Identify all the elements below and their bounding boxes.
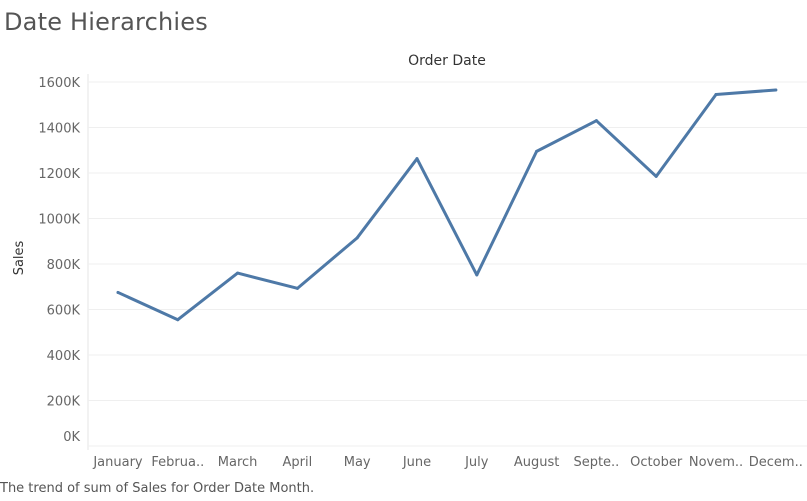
series — [116, 88, 778, 322]
x-tick-label: July — [464, 455, 489, 470]
y-tick-label: 1600K — [38, 76, 80, 91]
data-point[interactable] — [236, 271, 240, 275]
x-tick-label: Novem.. — [689, 455, 743, 470]
y-tick-label: 600K — [47, 304, 81, 319]
y-axis-ticks: 0K 200K 400K 600K 800K 1000K 1200K 1400K 1600K — [38, 76, 80, 445]
data-point[interactable] — [535, 149, 539, 153]
y-tick-label: 400K — [47, 349, 81, 364]
series-line — [116, 88, 778, 322]
x-tick-label: Februa.. — [151, 455, 204, 470]
x-tick-label: Septe.. — [573, 455, 619, 470]
data-point[interactable] — [295, 286, 299, 290]
data-point[interactable] — [415, 157, 419, 161]
y-tick-label: 0K — [63, 430, 80, 445]
x-tick-label: January — [92, 455, 143, 470]
y-tick-label: 1400K — [38, 122, 80, 137]
line-chart: Order Date Sales 0K 200K 400K 600K 800K 1000K… — [12, 53, 807, 470]
x-tick-label: March — [218, 455, 258, 470]
page-title: Date Hierarchies — [4, 8, 208, 36]
gridlines — [87, 74, 807, 450]
data-point[interactable] — [594, 119, 598, 123]
data-point[interactable] — [475, 273, 479, 277]
chart-title: Order Date — [408, 53, 486, 69]
x-tick-label: October — [630, 455, 683, 470]
chart-caption: The trend of sum of Sales for Order Date… — [0, 481, 315, 496]
x-tick-label: June — [402, 455, 431, 470]
x-tick-label: Decem.. — [749, 455, 803, 470]
x-tick-label: May — [344, 455, 371, 470]
data-point[interactable] — [714, 93, 718, 97]
y-axis-title: Sales — [12, 240, 27, 275]
y-tick-label: 200K — [47, 395, 81, 410]
data-point[interactable] — [176, 318, 180, 322]
x-axis-ticks: January Februa.. March April May June July Augu… — [92, 455, 802, 470]
x-tick-label: April — [283, 455, 313, 470]
data-point[interactable] — [774, 88, 778, 92]
y-tick-label: 1000K — [38, 213, 80, 228]
data-point[interactable] — [355, 236, 359, 240]
data-point[interactable] — [116, 290, 120, 294]
y-tick-label: 800K — [47, 258, 81, 273]
y-tick-label: 1200K — [38, 167, 80, 182]
x-tick-label: August — [514, 455, 560, 470]
data-point[interactable] — [654, 174, 658, 178]
